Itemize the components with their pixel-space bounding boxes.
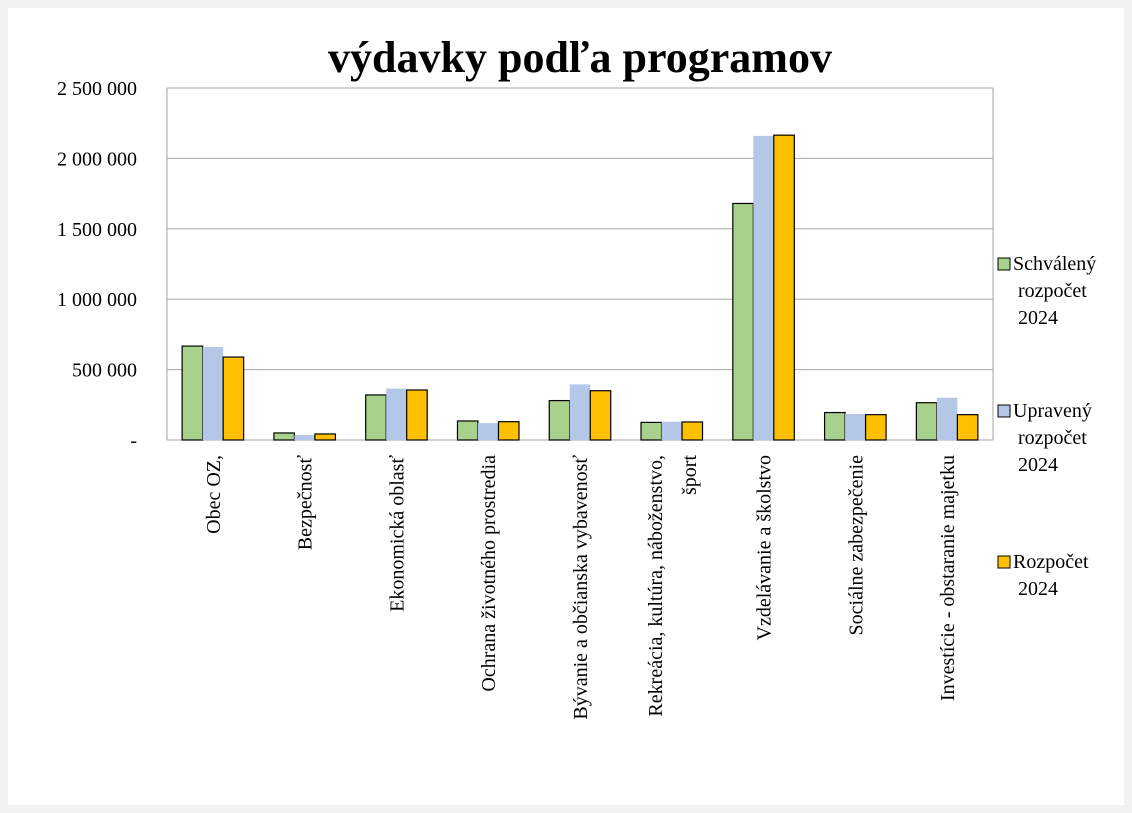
bar	[661, 421, 683, 440]
bar	[732, 202, 754, 441]
y-tick-label: 2 000 000	[57, 148, 137, 170]
x-tick-label: Sociálne zabezpečenie	[845, 455, 867, 636]
x-tick-group: Sociálne zabezpečenie	[845, 455, 867, 636]
y-tick-label: 500 000	[72, 360, 137, 382]
bar	[497, 421, 520, 441]
legend-label: Rozpočet 2024	[1013, 551, 1089, 600]
x-tick-group: Ochrana životného prostredia	[478, 455, 500, 692]
y-tick-label: 1 500 000	[57, 219, 137, 241]
bar	[456, 420, 479, 441]
bar	[365, 394, 387, 441]
bar	[202, 347, 224, 440]
y-tick-label: -	[130, 430, 137, 452]
x-tick-label: Vzdelávanie a školstvo	[754, 455, 776, 641]
bar	[314, 433, 337, 441]
legend-swatch	[997, 404, 1011, 418]
bar	[915, 402, 938, 441]
x-tick-group: Vzdelávanie a školstvo	[754, 455, 776, 641]
x-tick-label: Ochrana životného prostredia	[478, 455, 500, 692]
legend-label: Schválený rozpočet 2024	[1013, 253, 1096, 329]
bar	[845, 413, 866, 440]
bar	[181, 345, 204, 441]
y-tick-label: 1 000 000	[57, 289, 137, 311]
x-tick-group: Rekreácia, kultúra, náboženstvo, šport	[645, 455, 701, 717]
bar	[569, 384, 591, 440]
chart-title: výdavky podľa programov	[328, 33, 832, 82]
bar	[273, 432, 296, 441]
legend-swatch	[997, 555, 1011, 569]
bar	[406, 389, 428, 441]
x-tick-label: Bývanie a občianska vybavenosť	[570, 455, 592, 720]
bar	[753, 135, 774, 440]
bar	[548, 399, 571, 441]
x-tick-group: Investície - obstaranie majetku	[937, 455, 959, 701]
bar	[589, 390, 612, 441]
bar	[864, 414, 887, 441]
bar	[294, 435, 315, 440]
x-tick-group: Bývanie a občianska vybavenosť	[570, 455, 592, 720]
x-tick-label: Obec OZ,	[203, 455, 225, 534]
bar	[681, 421, 704, 441]
bar	[773, 134, 795, 441]
bar	[477, 423, 499, 440]
bar	[386, 388, 407, 440]
bar	[936, 397, 958, 440]
legend-swatch	[997, 257, 1011, 271]
x-tick-label: Investície - obstaranie majetku	[937, 455, 959, 701]
x-tick-group: Obec OZ,	[203, 455, 225, 534]
x-tick-group: Bezpečnosť	[295, 455, 317, 551]
bar	[222, 356, 245, 441]
x-tick-group: Ekonomická oblasť	[386, 455, 408, 612]
y-tick-label: 2 500 000	[57, 78, 137, 100]
x-tick-label: Rekreácia, kultúra, náboženstvo, šport	[645, 455, 701, 717]
x-tick-label: Ekonomická oblasť	[386, 455, 408, 612]
bar	[640, 421, 663, 441]
legend-label: Upravený rozpočet 2024	[1013, 400, 1092, 476]
bar	[823, 411, 846, 441]
x-tick-label: Bezpečnosť	[295, 455, 317, 551]
bar	[956, 414, 979, 441]
